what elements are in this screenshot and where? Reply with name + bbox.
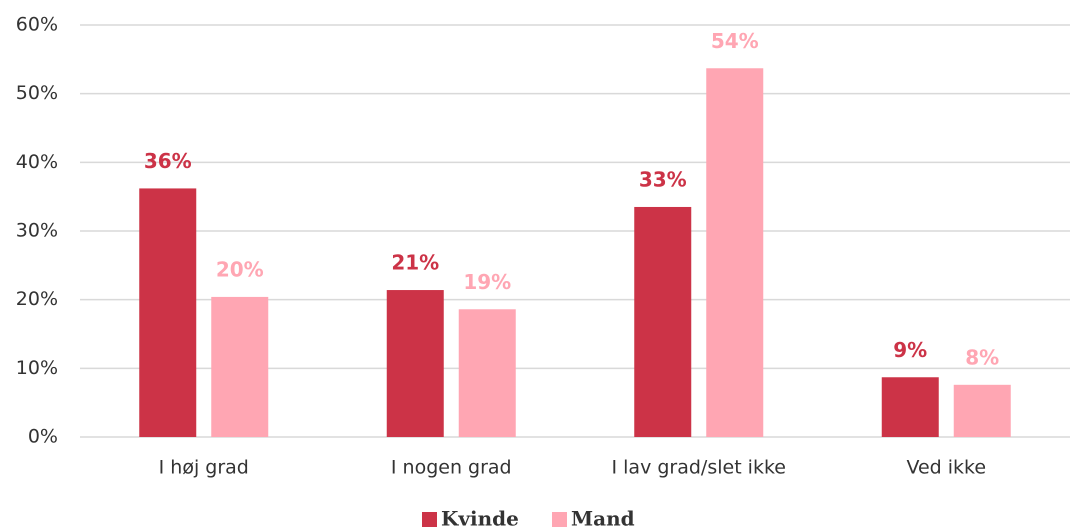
value-label: 19% <box>463 270 511 294</box>
value-label: 9% <box>893 338 927 362</box>
bar <box>634 206 692 437</box>
bar <box>953 384 1011 437</box>
y-tick-label: 50% <box>16 82 58 104</box>
value-label: 36% <box>144 149 192 173</box>
bar <box>706 68 764 437</box>
y-tick-label: 20% <box>16 288 58 310</box>
x-tick-label: Ved ikke <box>906 457 986 479</box>
legend-swatch <box>422 512 437 527</box>
value-label: 21% <box>391 251 439 275</box>
bar <box>386 290 444 437</box>
bar <box>139 188 197 437</box>
bar <box>458 309 516 437</box>
y-tick-label: 60% <box>16 14 58 36</box>
value-label: 20% <box>216 257 264 281</box>
x-tick-label: I lav grad/slet ikke <box>612 457 786 479</box>
value-label: 33% <box>639 167 687 191</box>
y-tick-label: 0% <box>28 426 58 448</box>
legend-swatch <box>552 512 567 527</box>
bar <box>211 296 269 437</box>
value-label: 54% <box>711 29 759 53</box>
x-tick-label: I nogen grad <box>391 457 512 479</box>
y-tick-label: 10% <box>16 357 58 379</box>
bar <box>881 377 939 437</box>
legend-label: Kvinde <box>441 507 519 531</box>
legend-label: Mand <box>571 507 635 531</box>
value-label: 8% <box>965 345 999 369</box>
y-tick-label: 40% <box>16 151 58 173</box>
x-tick-label: I høj grad <box>159 457 249 479</box>
y-tick-label: 30% <box>16 220 58 242</box>
